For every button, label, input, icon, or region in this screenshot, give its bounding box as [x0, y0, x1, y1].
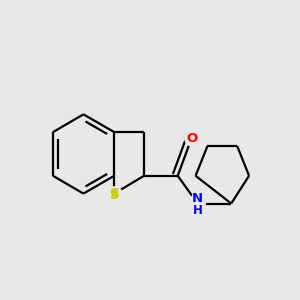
Text: H: H: [193, 204, 202, 217]
Text: O: O: [186, 132, 197, 145]
Text: N: N: [192, 192, 203, 205]
Text: S: S: [110, 187, 119, 200]
Text: S: S: [110, 189, 119, 202]
